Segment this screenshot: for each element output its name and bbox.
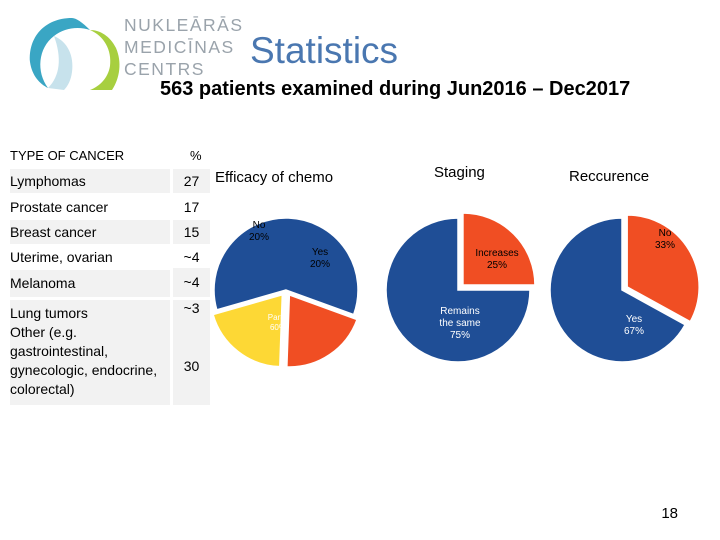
pie-data-label: Yes 67% xyxy=(624,314,644,337)
table-row-label: Prostate cancer xyxy=(10,195,170,219)
table-row-value: 30 xyxy=(183,358,200,374)
page-subtitle: 563 patients examined during Jun2016 – D… xyxy=(160,78,631,100)
table-row-label: Uterime, ovarian xyxy=(10,245,170,269)
table-row-value: ~4 xyxy=(173,245,210,269)
pie-slice-increases xyxy=(462,212,536,286)
table-row-label: Melanoma xyxy=(10,270,170,297)
pie-slice-yes xyxy=(549,217,687,363)
logo-mark-icon xyxy=(29,18,120,90)
table-row-label: Lung tumors xyxy=(10,305,88,321)
table-row-value: 27 xyxy=(173,169,210,193)
logo-line-2: MEDICĪNAS xyxy=(124,37,235,57)
table-row-value: ~3 xyxy=(183,300,200,316)
pie-slice-no xyxy=(626,214,700,323)
pie-data-label: Increases 25% xyxy=(475,248,518,271)
pie-slice-partly xyxy=(213,217,359,316)
logo-line-1: NUKLEĀRĀS xyxy=(124,15,244,35)
pie-slice-remains-the-same xyxy=(385,217,531,363)
page-number: 18 xyxy=(661,505,678,522)
table-row-other-group: Lung tumors Other (e.g. gastrointestinal… xyxy=(10,300,170,405)
pie-data-label: No 33% xyxy=(655,228,675,251)
table-header-type: TYPE OF CANCER xyxy=(10,148,125,163)
pie-data-label: Remains the same 75% xyxy=(439,306,481,341)
cancer-type-table: TYPE OF CANCER % Lymphomas 27 Prostate c… xyxy=(10,140,210,405)
table-row-value: ~4 xyxy=(173,268,210,297)
table-row-value: 15 xyxy=(173,220,210,244)
table-row-label: Other (e.g. gastrointestinal, gynecologi… xyxy=(10,324,158,397)
table-header-percent: % xyxy=(190,148,202,163)
pie-data-label: Partly 60% xyxy=(268,313,288,332)
chart-title-reccurence: Reccurence xyxy=(569,168,650,185)
logo-line-3: CENTRS xyxy=(124,59,205,79)
pie-data-label: Yes 20% xyxy=(310,247,330,270)
pie-slice-no xyxy=(286,293,358,368)
table-row-value: 17 xyxy=(173,195,210,219)
nmc-logo: NUKLEĀRĀS MEDICĪNAS CENTRS xyxy=(24,12,242,90)
table-row-label: Breast cancer xyxy=(10,220,170,244)
chart-title-staging: Staging xyxy=(434,164,485,181)
table-row-label: Lymphomas xyxy=(10,169,170,193)
page-title: Statistics xyxy=(250,30,399,71)
pie-data-label: No 20% xyxy=(249,220,269,243)
pie-slice-yes xyxy=(212,293,284,368)
table-row-value-group: ~3 30 xyxy=(173,300,210,405)
chart-title-efficacy: Efficacy of chemo xyxy=(215,169,334,186)
